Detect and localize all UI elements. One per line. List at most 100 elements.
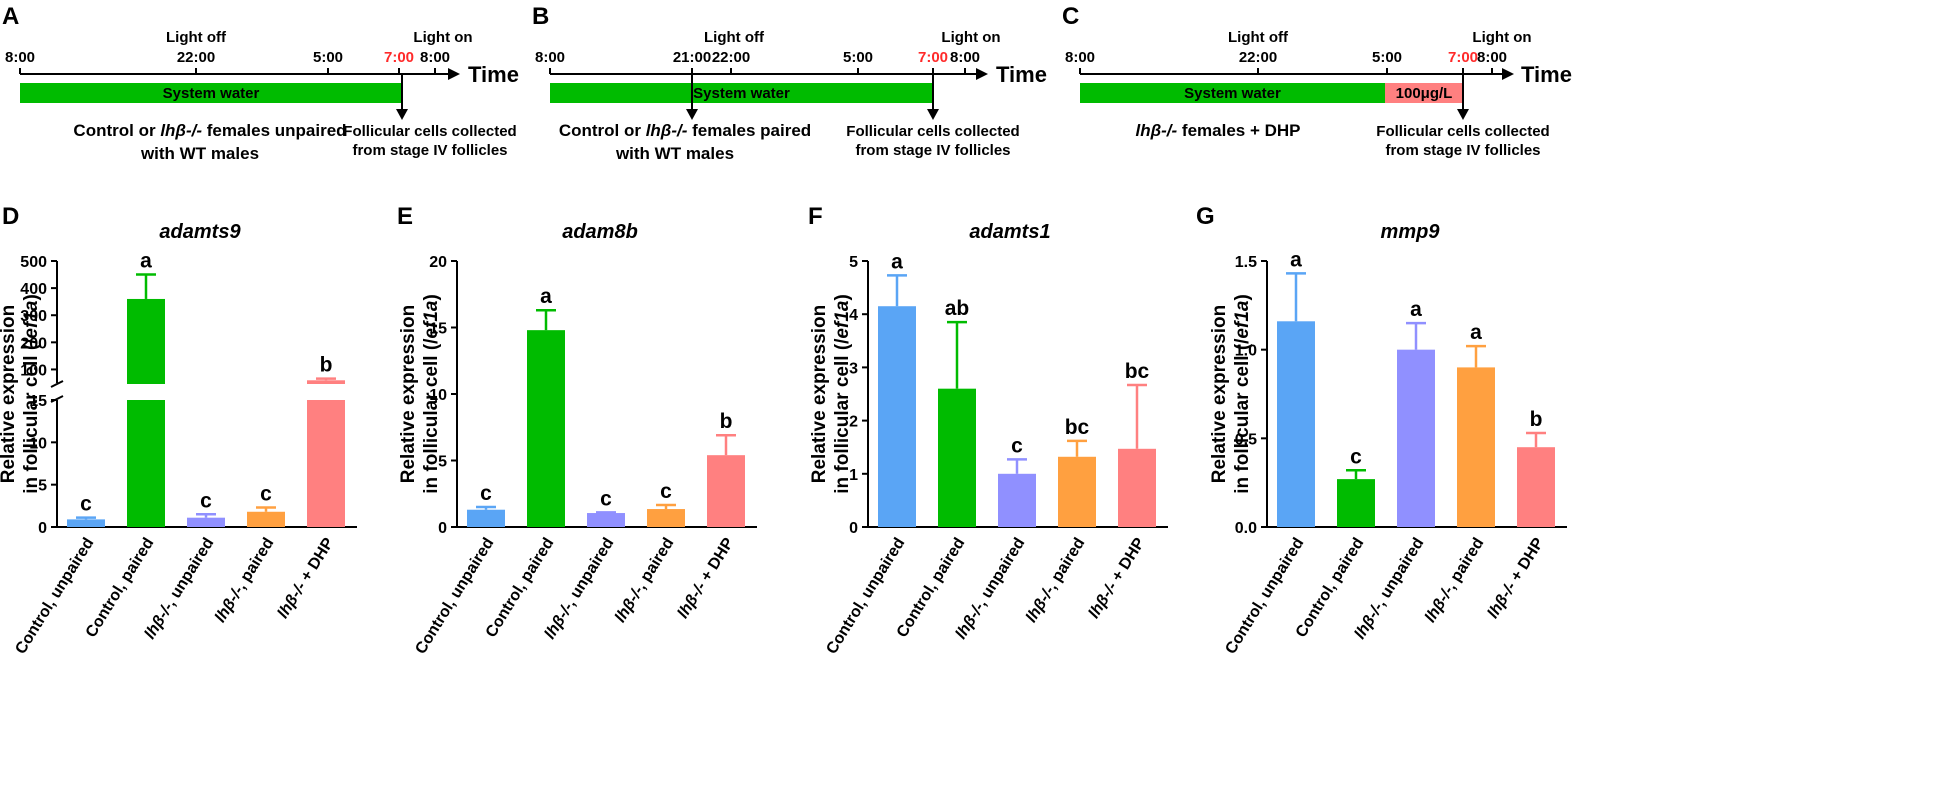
significance-label: c	[1350, 445, 1362, 468]
light-on-label: Light on	[413, 29, 472, 46]
y-tick-label: 20	[429, 254, 447, 271]
category-label: lhβ-/-, unpaired	[542, 535, 618, 642]
timeline-A: A Time 8:00 22:00 5:00 7:00 8:00 Light off Light…	[2, 3, 519, 163]
time-tick-label: 22:00	[177, 49, 215, 66]
bar	[127, 298, 165, 527]
y-tick-label: 1.5	[1235, 254, 1257, 271]
significance-label: c	[260, 483, 272, 506]
bar	[1457, 367, 1495, 527]
y-tick-label: 1	[849, 467, 858, 484]
category-label: Control, unpaired	[823, 535, 908, 657]
y-tick-label: 0	[438, 520, 447, 537]
collection-arrowhead	[396, 109, 408, 120]
y-tick-label: 400	[20, 281, 47, 298]
chart-title: adamts1	[969, 221, 1050, 243]
bar	[707, 455, 745, 527]
category-label: lhβ-/-, paired	[1422, 535, 1487, 626]
significance-label: c	[200, 489, 212, 512]
system-water-label: System water	[693, 85, 790, 102]
caption-treatment: Control or lhβ-/- females paired	[559, 121, 811, 140]
y-axis-label: Relative expression in follicular cell (/…	[809, 294, 853, 494]
significance-label: a	[1470, 321, 1482, 344]
category-label: Control, unpaired	[412, 535, 497, 657]
time-tick-label: 22:00	[1239, 49, 1277, 66]
y-tick-label: 1.0	[1235, 343, 1257, 360]
panel-label-D: D	[2, 203, 19, 230]
caption-collection: from stage IV follicles	[1385, 142, 1540, 159]
significance-label: b	[720, 410, 733, 433]
panel-label-C: C	[1062, 3, 1079, 30]
significance-label: b	[1530, 408, 1543, 431]
y-tick-label: 0	[849, 520, 858, 537]
caption-treatment: with WT males	[615, 144, 734, 163]
caption-treatment: Control or lhβ-/- females unpaired	[73, 121, 346, 140]
bar	[1397, 349, 1435, 527]
y-tick-label: 0	[38, 520, 47, 537]
y-axis-label: Relative expression in follicular cell (/…	[0, 294, 42, 494]
panel-label-G: G	[1196, 203, 1215, 230]
category-label: lhβ-/-, unpaired	[1352, 535, 1428, 642]
system-water-label: System water	[1184, 85, 1281, 102]
y-tick-label: 0.0	[1235, 520, 1257, 537]
y-tick-label: 15	[429, 321, 447, 338]
system-water-bar	[1080, 83, 1385, 103]
bar	[938, 388, 976, 527]
bar	[1517, 447, 1555, 527]
time-axis-arrowhead	[1502, 68, 1514, 80]
time-axis-arrowhead	[448, 68, 460, 80]
caption-treatment: with WT males	[140, 144, 259, 163]
time-tick-label: 8:00	[950, 49, 980, 66]
bar	[307, 380, 345, 527]
y-tick-label: 100	[20, 362, 47, 379]
category-label: lhβ-/- + DHP	[275, 535, 338, 622]
significance-label: a	[140, 250, 152, 273]
light-on-label: Light on	[941, 29, 1000, 46]
category-label: lhβ-/- + DHP	[1086, 535, 1149, 622]
bar	[998, 473, 1036, 527]
significance-label: bc	[1065, 416, 1090, 439]
time-tick-label: 21:00	[673, 49, 711, 66]
significance-label: a	[540, 285, 552, 308]
panel-label-E: E	[397, 203, 413, 230]
time-tick-label: 8:00	[5, 49, 35, 66]
bar	[878, 306, 916, 527]
bar	[1118, 448, 1156, 527]
category-label: lhβ-/-, unpaired	[142, 535, 218, 642]
category-label: lhβ-/-, paired	[1023, 535, 1088, 626]
y-tick-label: 200	[20, 335, 47, 352]
time-tick-label: 7:00	[918, 49, 948, 66]
collection-arrowhead	[686, 109, 698, 120]
category-label: lhβ-/- + DHP	[675, 535, 738, 622]
bar	[1058, 456, 1096, 527]
time-tick-label: 22:00	[712, 49, 750, 66]
bar	[247, 511, 285, 527]
y-tick-label: 15	[29, 393, 47, 410]
y-tick-label: 5	[38, 478, 47, 495]
bar	[187, 517, 225, 527]
caption-collection: from stage IV follicles	[352, 142, 507, 159]
time-tick-label: 5:00	[843, 49, 873, 66]
time-axis-arrowhead	[976, 68, 988, 80]
y-tick-label: 0.5	[1235, 431, 1257, 448]
time-tick-label: 8:00	[535, 49, 565, 66]
significance-label: bc	[1125, 360, 1150, 383]
chart-title: adam8b	[562, 221, 638, 243]
panel-label-A: A	[2, 3, 19, 30]
y-tick-label: 5	[849, 254, 858, 271]
time-axis-label: Time	[996, 62, 1047, 87]
chart-title: adamts9	[159, 221, 241, 243]
time-tick-label: 5:00	[1372, 49, 1402, 66]
system-water-bar	[550, 83, 933, 103]
category-label: lhβ-/-, unpaired	[953, 535, 1029, 642]
time-tick-label: 7:00	[1448, 49, 1478, 66]
bar	[647, 509, 685, 527]
time-tick-label: 8:00	[1477, 49, 1507, 66]
y-tick-label: 5	[438, 454, 447, 471]
y-tick-label: 300	[20, 308, 47, 325]
time-tick-label: 8:00	[1065, 49, 1095, 66]
